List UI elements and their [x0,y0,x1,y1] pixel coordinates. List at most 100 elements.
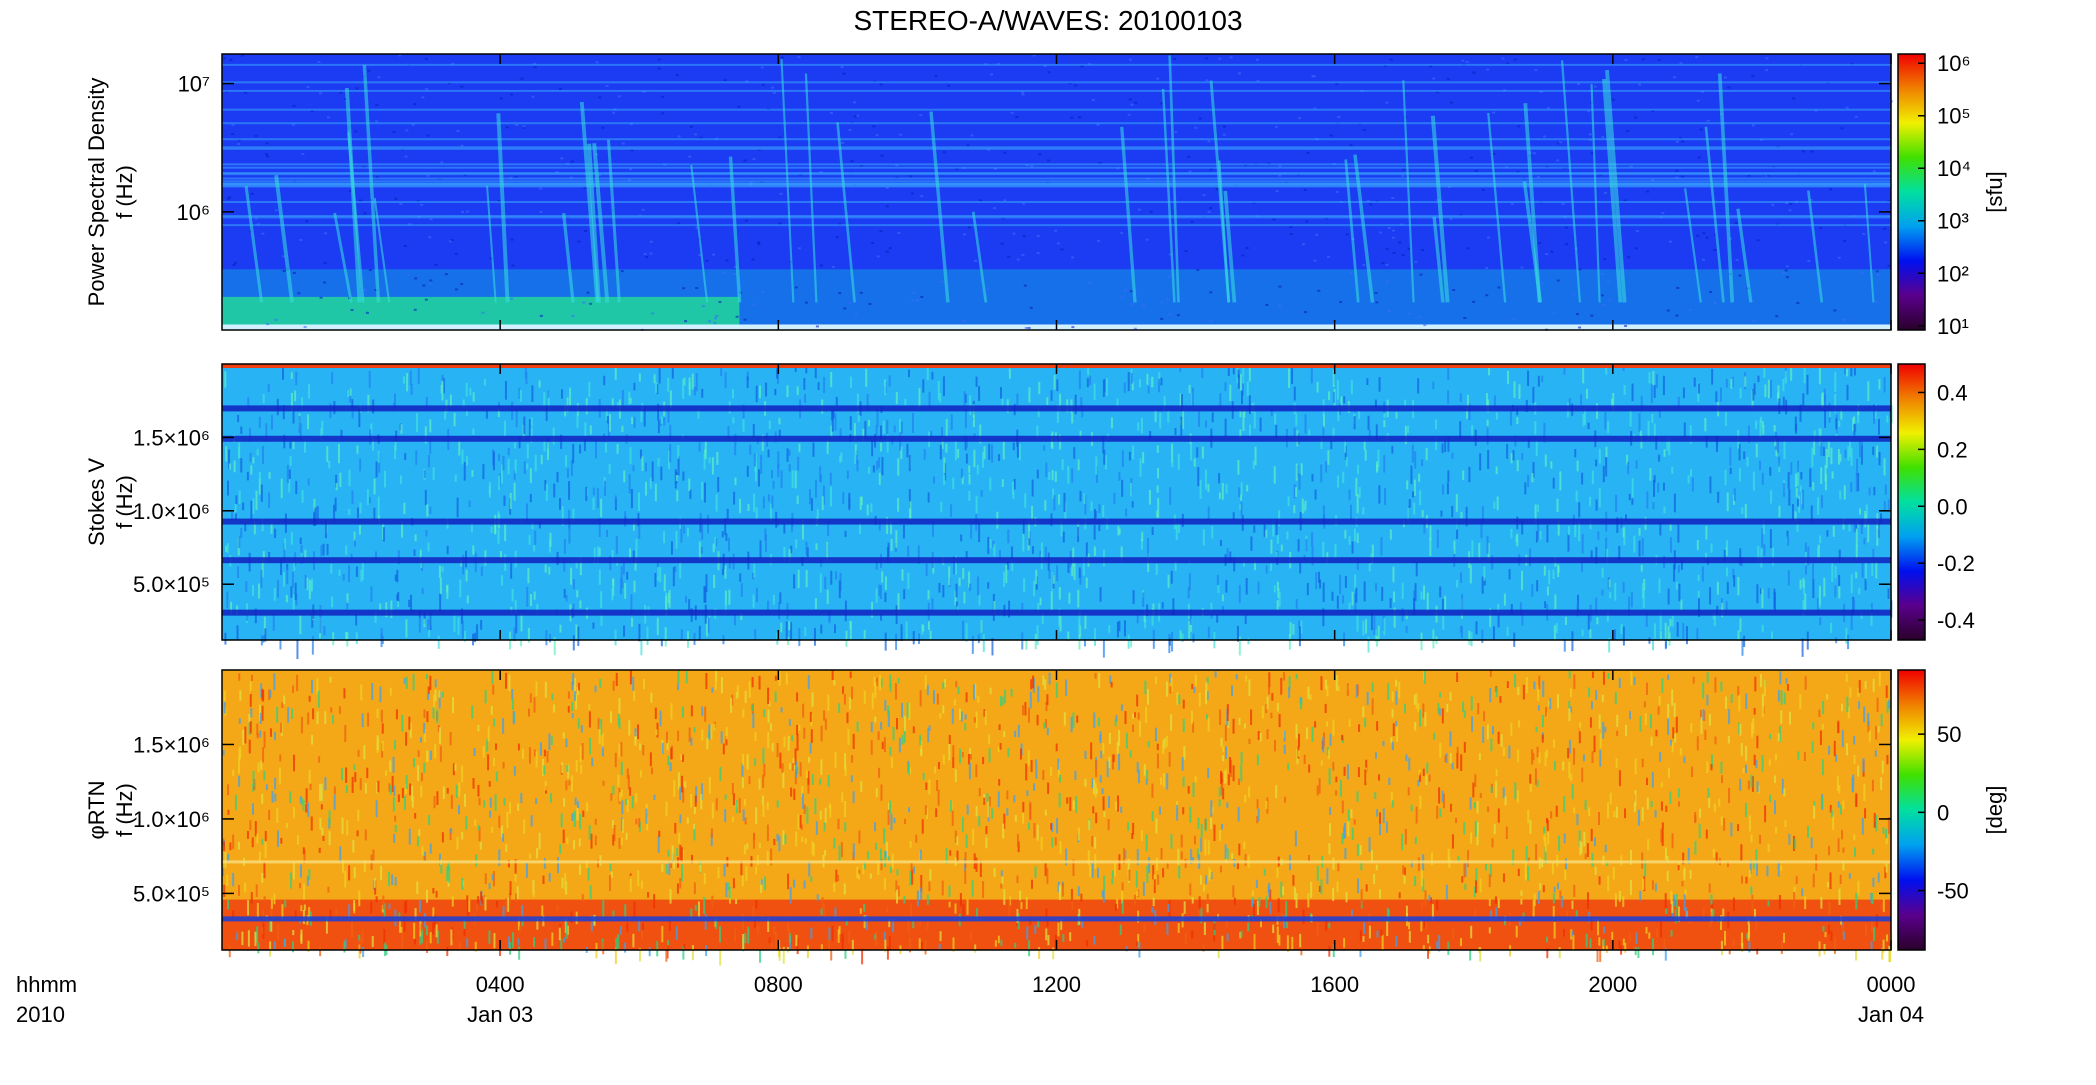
heatmap-cell [907,702,909,718]
heatmap-cell [705,260,708,262]
heatmap-cell [1554,594,1556,609]
heatmap-cell [1276,868,1278,878]
heatmap-cell [582,301,585,303]
heatmap-cell [1540,531,1542,539]
heatmap-cell [455,288,458,290]
heatmap-cell [1590,717,1592,727]
heatmap-cell [1191,221,1194,223]
heatmap-cell [1715,391,1717,402]
heatmap-cell [559,88,562,90]
heatmap-cell [1569,671,1571,678]
heatmap-cell [976,377,978,387]
heatmap-cell [1598,812,1600,825]
heatmap-cell [985,711,987,725]
heatmap-cell [778,418,780,425]
heatmap-cell [1366,884,1368,891]
heatmap-cell [1192,783,1194,797]
heatmap-cell [969,584,971,591]
heatmap-cell [786,673,788,685]
heatmap-cell [1823,578,1825,597]
heatmap-cell [1543,135,1546,137]
heatmap-cell [438,691,440,698]
heatmap-cell [1553,570,1555,579]
heatmap-cell [252,837,254,847]
heatmap-cell [436,891,438,898]
heatmap-cell [1498,808,1500,822]
heatmap-cell [663,417,665,425]
heatmap-cell [434,744,436,758]
heatmap-cell [1393,252,1396,254]
heatmap-cell [248,930,250,946]
heatmap-cell [566,838,568,844]
heatmap-cell [877,255,880,257]
heatmap-cell [753,158,756,160]
heatmap-cell [694,387,696,396]
heatmap-cell [1578,502,1580,517]
heatmap-cell [1805,565,1807,575]
heatmap-cell [1310,882,1312,898]
heatmap-cell [1481,630,1483,643]
heatmap-cell [1329,768,1331,784]
heatmap-cell [417,765,419,781]
heatmap-cell [1307,152,1310,154]
heatmap-cell [966,551,968,557]
heatmap-cell [1078,634,1080,650]
heatmap-cell [1521,266,1524,268]
heatmap-cell [650,752,652,766]
heatmap-cell [281,479,283,498]
heatmap-cell [1545,253,1548,255]
heatmap-cell [1152,811,1154,821]
heatmap-cell [1595,866,1597,874]
heatmap-cell [432,707,434,718]
heatmap-cell [240,528,242,538]
heatmap-cell [702,305,705,307]
heatmap-cell [480,842,482,850]
heatmap-cell [599,679,601,688]
heatmap-cell [950,800,952,812]
heatmap-cell [884,593,886,602]
heatmap-cell [1239,718,1241,725]
heatmap-cell [634,417,636,428]
heatmap-cell [309,770,311,784]
heatmap-cell [265,153,268,155]
heatmap-cell [509,802,511,814]
heatmap-cell [1386,280,1389,282]
heatmap-cell [255,135,258,137]
heatmap-cell [954,699,956,705]
heatmap-cell [1752,389,1754,401]
heatmap-cell [618,698,620,714]
heatmap-cell [1000,696,1002,706]
heatmap-cell [1873,927,1875,941]
heatmap-cell [1408,787,1410,795]
heatmap-cell [1396,725,1398,742]
heatmap-cell [295,481,297,494]
heatmap-cell [1558,836,1560,851]
heatmap-cell [832,266,835,268]
heatmap-cell [1315,572,1317,589]
heatmap-cell [828,775,830,787]
heatmap-cell [1288,368,1290,387]
heatmap-cell [844,822,846,831]
heatmap-cell [1196,269,1199,271]
heatmap-cell [283,270,286,272]
heatmap-cell [1683,757,1685,763]
heatmap-cell [390,785,392,794]
heatmap-cell [1861,442,1863,450]
heatmap-cell [829,803,831,809]
heatmap-cell [293,411,295,424]
heatmap-cell [1284,797,1286,803]
heatmap-cell [1238,374,1240,388]
heatmap-cell [245,581,247,592]
heatmap-cell [1059,793,1061,807]
heatmap-cell [670,863,672,868]
heatmap-cell [432,888,434,893]
heatmap-cell [1402,254,1405,256]
heatmap-cell [1174,131,1177,133]
heatmap-cell [565,781,567,791]
heatmap-cell [561,389,563,398]
heatmap-cell [1020,902,1022,909]
heatmap-cell [1132,303,1135,305]
heatmap-cell [290,872,292,888]
heatmap-cell [1111,417,1113,428]
heatmap-cell [1819,535,1821,543]
